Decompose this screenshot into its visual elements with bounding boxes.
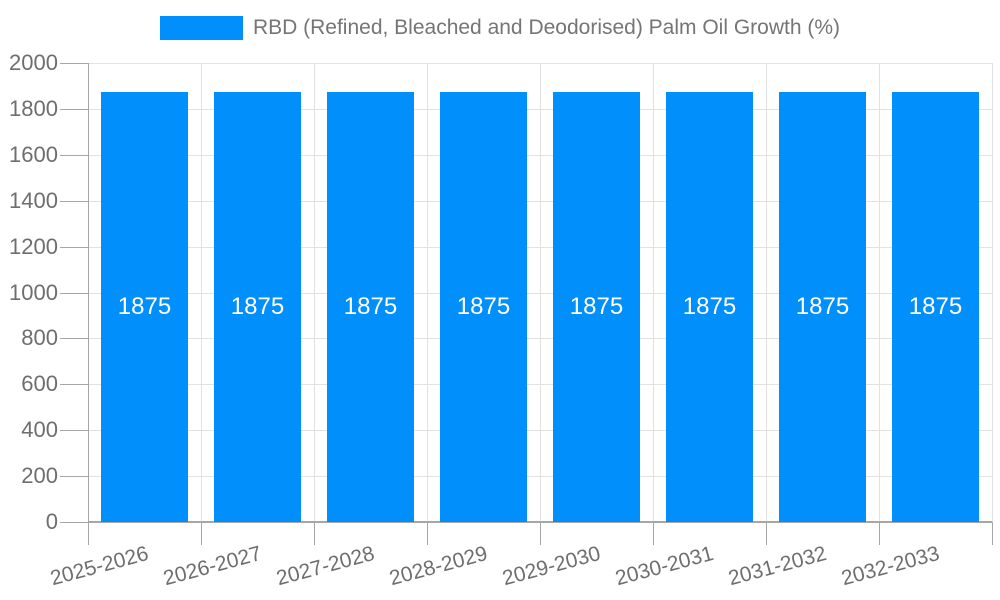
x-axis-tick	[766, 522, 767, 545]
x-axis-tick	[540, 522, 541, 545]
y-axis-tick-label: 1600	[9, 141, 58, 167]
x-axis-line	[88, 521, 992, 523]
x-axis-tick	[879, 522, 880, 545]
legend-item[interactable]: RBD (Refined, Bleached and Deodorised) P…	[159, 16, 841, 40]
bar[interactable]: 1875	[666, 91, 753, 522]
bar-value-label: 1875	[569, 292, 624, 320]
x-axis-tick	[992, 522, 993, 545]
bar[interactable]: 1875	[214, 91, 301, 522]
y-axis-tick	[60, 63, 88, 64]
y-axis-tick-label: 400	[21, 417, 58, 443]
y-axis-line	[88, 63, 89, 545]
x-axis-tick	[314, 522, 315, 545]
y-axis-tick	[60, 338, 88, 340]
bar[interactable]: 1875	[440, 91, 527, 522]
bar-value-label: 1875	[117, 292, 172, 320]
y-axis-tick	[60, 200, 88, 202]
y-axis-tick-label: 1200	[9, 233, 58, 259]
y-axis-tick-label: 800	[21, 325, 58, 351]
bar[interactable]: 1875	[101, 91, 188, 522]
bar-value-label: 1875	[908, 292, 963, 320]
y-axis-tick	[60, 476, 88, 478]
legend-label: RBD (Refined, Bleached and Deodorised) P…	[252, 16, 841, 39]
x-axis-tick	[653, 522, 654, 545]
bar-value-label: 1875	[456, 292, 511, 320]
x-gridline	[879, 63, 880, 522]
y-axis-tick-label: 0	[45, 509, 58, 534]
x-axis-tick	[201, 522, 202, 545]
x-axis-tick	[427, 522, 428, 545]
bar[interactable]: 1875	[892, 91, 979, 522]
y-axis-tick-label: 1000	[9, 279, 58, 305]
bar-value-label: 1875	[343, 292, 398, 320]
y-axis-tick	[60, 292, 88, 294]
y-axis-tick	[60, 154, 88, 156]
x-gridline	[653, 63, 654, 522]
y-axis-tick	[60, 384, 88, 386]
y-axis-tick-label: 1800	[9, 95, 58, 121]
y-axis-tick-label: 1400	[9, 187, 58, 213]
y-axis-tick-label: 200	[21, 463, 58, 489]
x-gridline	[314, 63, 315, 522]
y-axis-tick	[60, 108, 88, 110]
y-axis-tick	[60, 246, 88, 248]
y-axis-tick	[60, 522, 88, 523]
x-gridline	[201, 63, 202, 522]
y-axis-tick-label: 2000	[9, 50, 58, 75]
chart-legend: RBD (Refined, Bleached and Deodorised) P…	[0, 16, 1000, 40]
y-axis-tick-label: 600	[21, 371, 58, 397]
x-gridline	[540, 63, 541, 522]
bar[interactable]: 1875	[553, 91, 640, 522]
legend-swatch	[159, 16, 243, 40]
x-gridline	[766, 63, 767, 522]
bar-value-label: 1875	[795, 292, 850, 320]
y-axis-tick	[60, 430, 88, 432]
bar[interactable]: 1875	[779, 91, 866, 522]
x-gridline	[427, 63, 428, 522]
x-gridline	[992, 63, 993, 522]
bar-value-label: 1875	[682, 292, 737, 320]
bar[interactable]: 1875	[327, 91, 414, 522]
bar-value-label: 1875	[230, 292, 285, 320]
